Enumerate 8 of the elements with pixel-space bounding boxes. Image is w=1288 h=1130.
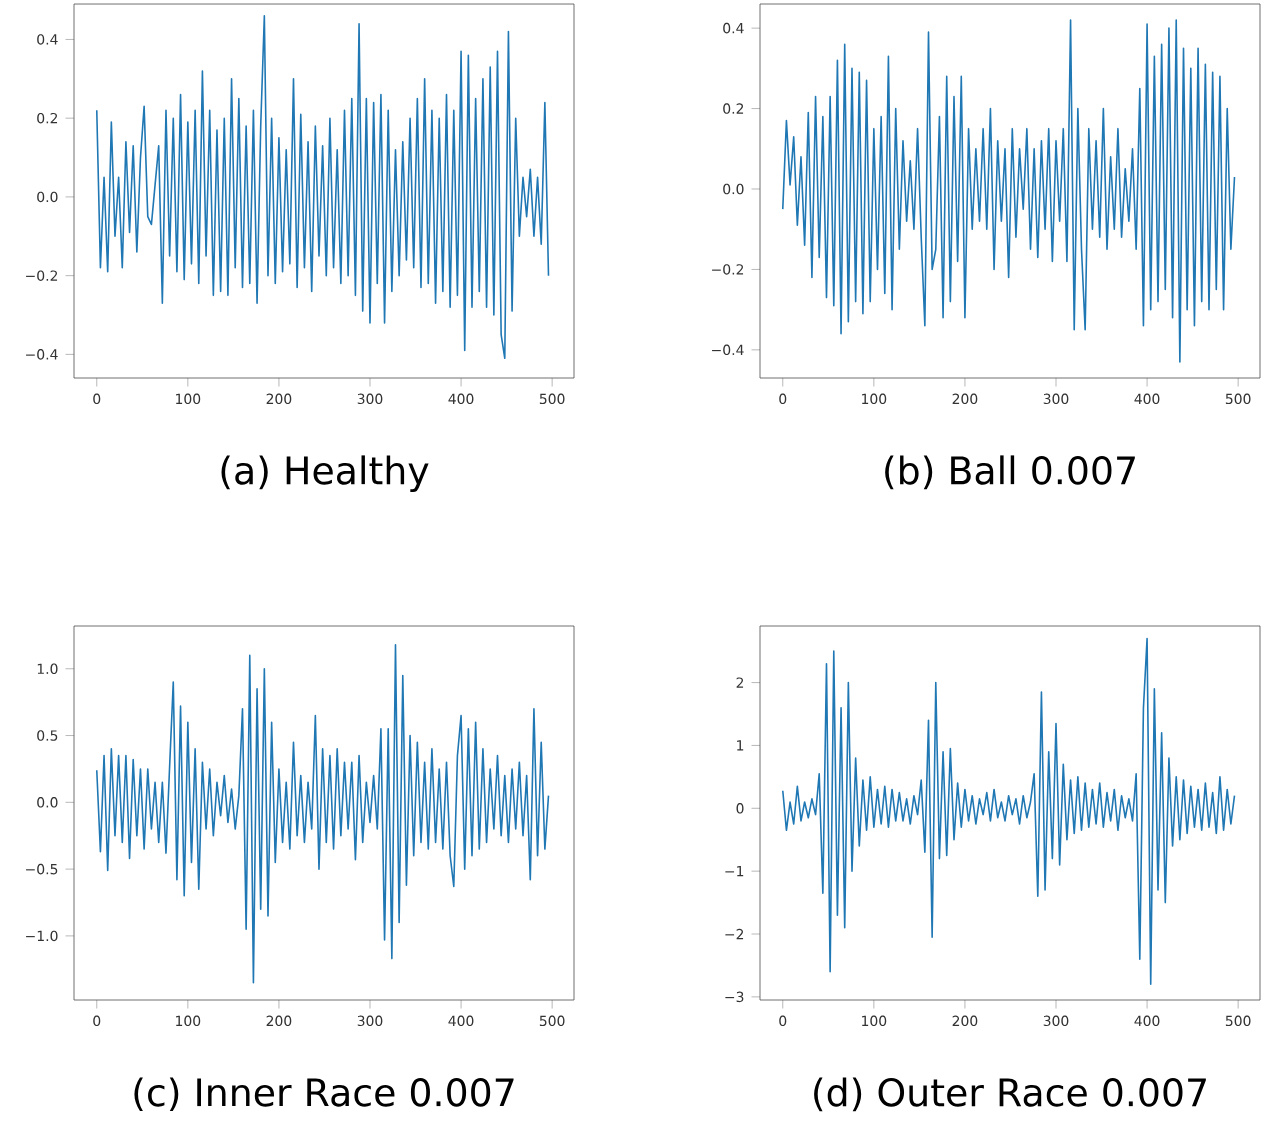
text: (d) Outer Race 0.007 [814,1077,1206,1112]
line-series [95,643,550,984]
line-series [781,19,1236,363]
line-series [95,15,550,360]
line-series [781,637,1236,986]
text: (a) Healthy [221,455,429,493]
text: (b) Ball 0.007 [885,455,1135,490]
text: (c) Inner Race 0.007 [134,1077,514,1112]
